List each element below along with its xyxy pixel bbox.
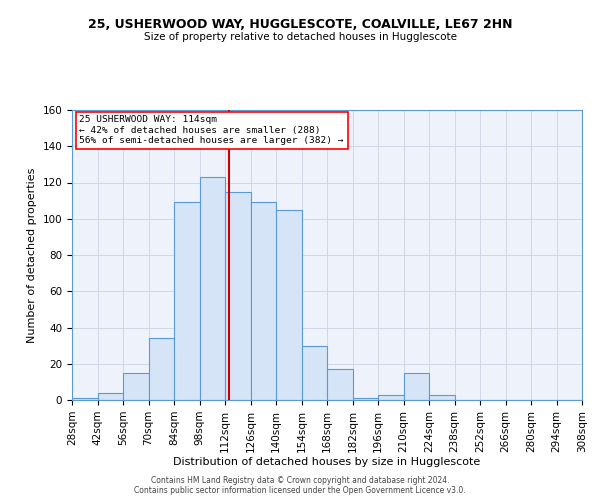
Bar bbox=[251, 202, 276, 400]
Text: Contains public sector information licensed under the Open Government Licence v3: Contains public sector information licen… bbox=[134, 486, 466, 495]
Bar bbox=[353, 398, 378, 400]
Text: 25 USHERWOOD WAY: 114sqm
← 42% of detached houses are smaller (288)
56% of semi-: 25 USHERWOOD WAY: 114sqm ← 42% of detach… bbox=[79, 116, 344, 145]
Bar bbox=[199, 177, 225, 400]
Bar bbox=[123, 373, 149, 400]
Bar bbox=[225, 192, 251, 400]
Bar bbox=[276, 210, 302, 400]
Bar bbox=[174, 202, 199, 400]
Bar bbox=[149, 338, 174, 400]
Y-axis label: Number of detached properties: Number of detached properties bbox=[27, 168, 37, 342]
X-axis label: Distribution of detached houses by size in Hugglescote: Distribution of detached houses by size … bbox=[173, 458, 481, 468]
Bar bbox=[429, 394, 455, 400]
Bar bbox=[327, 369, 353, 400]
Text: Contains HM Land Registry data © Crown copyright and database right 2024.: Contains HM Land Registry data © Crown c… bbox=[151, 476, 449, 485]
Text: Size of property relative to detached houses in Hugglescote: Size of property relative to detached ho… bbox=[143, 32, 457, 42]
Bar bbox=[378, 394, 404, 400]
Bar bbox=[97, 393, 123, 400]
Text: 25, USHERWOOD WAY, HUGGLESCOTE, COALVILLE, LE67 2HN: 25, USHERWOOD WAY, HUGGLESCOTE, COALVILL… bbox=[88, 18, 512, 30]
Bar bbox=[302, 346, 327, 400]
Bar bbox=[404, 373, 429, 400]
Bar bbox=[72, 398, 97, 400]
